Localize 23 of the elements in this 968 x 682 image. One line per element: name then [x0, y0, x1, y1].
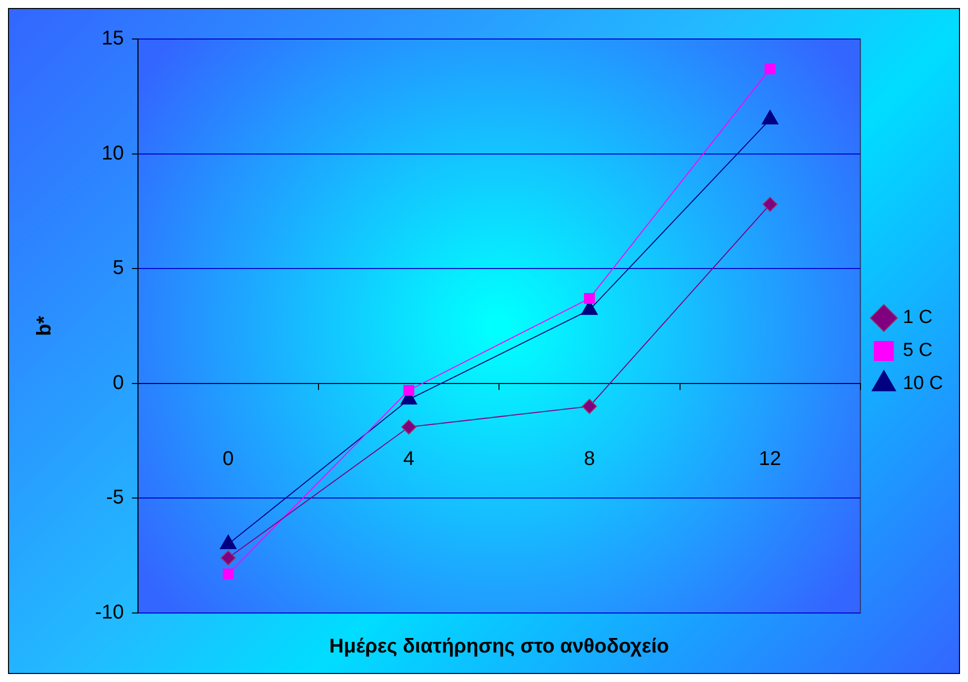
x-tick-label: 4	[403, 448, 414, 470]
y-tick-label: 5	[112, 257, 124, 280]
legend-label: 10 C	[902, 373, 944, 394]
x-tick-label: 8	[584, 448, 596, 470]
x-tick-label: 0	[222, 448, 234, 470]
y-tick-label: 0	[112, 372, 124, 394]
y-tick-label: -10	[95, 602, 124, 624]
x-tick-label: 12	[758, 448, 782, 470]
y-tick-label: 15	[102, 28, 124, 50]
point	[220, 550, 236, 566]
point	[764, 63, 776, 74]
x-axis-title: Ημέρες διατήρησης στο ανθοδοχείο	[329, 636, 670, 658]
point	[762, 196, 778, 212]
legend-label: 1 C	[902, 307, 932, 328]
point	[403, 384, 414, 396]
y-axis-title: b*	[34, 316, 56, 336]
legend-label: 5 C	[902, 340, 932, 362]
y-tick-label: -5	[106, 486, 124, 509]
point	[582, 398, 597, 414]
point	[222, 568, 234, 580]
point	[584, 293, 595, 304]
y-tick-label: 10	[102, 142, 124, 164]
point	[401, 420, 416, 435]
